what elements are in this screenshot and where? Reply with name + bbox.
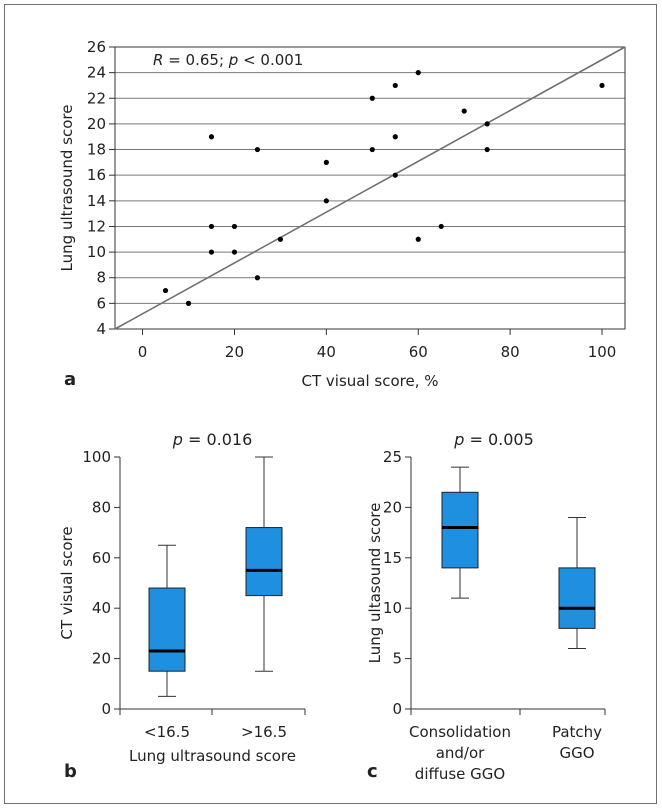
x-category-label: and/or xyxy=(436,744,485,762)
regression-line xyxy=(114,46,626,330)
box-iqr xyxy=(148,587,186,672)
y-tick-label: 26 xyxy=(87,38,106,56)
y-tick-label: 25 xyxy=(383,448,402,466)
data-point xyxy=(392,82,398,89)
x-category-label: <16.5 xyxy=(144,723,190,741)
data-point xyxy=(162,287,169,294)
y-axis-label: Lung ultasound score xyxy=(366,503,384,664)
y-tick-label: 12 xyxy=(87,217,106,235)
data-point xyxy=(208,249,215,255)
y-tick-label: 10 xyxy=(383,599,402,617)
y-tick-label: 20 xyxy=(92,650,111,668)
x-tick-label: 0 xyxy=(138,343,148,361)
y-tick-label: 60 xyxy=(92,549,111,567)
y-tick-label: 0 xyxy=(101,700,111,718)
x-axis-label: CT visual score, % xyxy=(302,372,439,390)
y-tick-label: 5 xyxy=(392,650,402,668)
plot-area-border xyxy=(114,46,626,330)
data-point xyxy=(461,108,467,114)
box-iqr xyxy=(245,527,283,597)
data-point xyxy=(323,198,329,204)
y-tick-label: 15 xyxy=(383,549,402,567)
y-tick-label: 20 xyxy=(87,115,106,133)
x-tick-label: 40 xyxy=(317,343,336,361)
figure-frame xyxy=(4,4,657,804)
data-point xyxy=(484,121,490,127)
x-tick-label: 100 xyxy=(588,343,617,361)
x-axis-label: Lung ultrasound score xyxy=(129,747,296,765)
y-tick-label: 24 xyxy=(87,64,106,82)
data-point xyxy=(254,275,261,281)
y-tick-label: 100 xyxy=(82,448,111,466)
y-axis-label: CT visual score xyxy=(58,526,76,639)
y-axis-label: Lung ultrasound score xyxy=(58,105,76,272)
y-tick-label: 20 xyxy=(383,498,402,516)
x-category-label: diffuse GGO xyxy=(415,765,505,783)
box-iqr xyxy=(441,491,479,569)
y-tick-label: 22 xyxy=(87,89,106,107)
y-tick-label: 14 xyxy=(87,192,106,210)
data-point xyxy=(484,146,490,153)
data-point xyxy=(323,159,329,165)
y-tick-label: 80 xyxy=(92,498,111,516)
y-tick-label: 16 xyxy=(87,166,106,184)
y-tick-label: 8 xyxy=(96,269,106,287)
panel-c-box-plot: 0 5 10 15 20 25 p = 0.005 Consolidation and/or di… xyxy=(366,430,606,783)
x-category-label: Patchy xyxy=(552,723,602,741)
data-point xyxy=(599,82,605,89)
data-point xyxy=(254,146,261,153)
box-iqr xyxy=(558,567,596,629)
panel-a-scatter-plot: 4 6 8 10 12 14 16 18 20 22 24 26 0 20 40 60 80 100 R = 0.6… xyxy=(58,38,626,390)
data-point xyxy=(231,249,238,255)
data-point xyxy=(277,236,284,242)
panel-label-c: c xyxy=(367,761,378,782)
x-tick-label: 60 xyxy=(409,343,428,361)
y-tick-label: 10 xyxy=(87,243,106,261)
data-point xyxy=(392,172,398,178)
y-tick-label: 40 xyxy=(92,599,111,617)
data-point xyxy=(208,134,215,140)
data-point xyxy=(438,223,444,230)
data-point xyxy=(415,236,421,242)
x-category-label: Consolidation xyxy=(409,723,511,741)
panel-label-a: a xyxy=(64,369,76,390)
x-tick-label: 20 xyxy=(225,343,244,361)
data-point xyxy=(208,223,215,230)
panel-label-b: b xyxy=(64,761,77,782)
y-tick-label: 6 xyxy=(96,294,106,312)
data-point xyxy=(415,70,421,76)
annotation-background xyxy=(145,48,323,71)
x-tick-label: 80 xyxy=(501,343,520,361)
panel-title: p = 0.005 xyxy=(453,430,534,449)
y-tick-label: 0 xyxy=(392,700,402,718)
y-tick-label: 4 xyxy=(96,320,106,338)
x-category-label: GGO xyxy=(559,744,594,762)
x-category-label: >16.5 xyxy=(241,723,287,741)
y-tick-label: 18 xyxy=(87,141,106,159)
data-point xyxy=(369,95,375,101)
data-point xyxy=(185,300,192,306)
correlation-annotation: R = 0.65; p < 0.001 xyxy=(153,51,303,69)
panel-b-box-plot: 0 20 40 60 80 100 p = 0.016 <16.5 >16.5 Lung ultr… xyxy=(58,430,306,765)
panel-title: p = 0.016 xyxy=(172,430,253,449)
data-point xyxy=(392,134,398,140)
data-point xyxy=(369,146,375,153)
data-point xyxy=(231,223,238,230)
